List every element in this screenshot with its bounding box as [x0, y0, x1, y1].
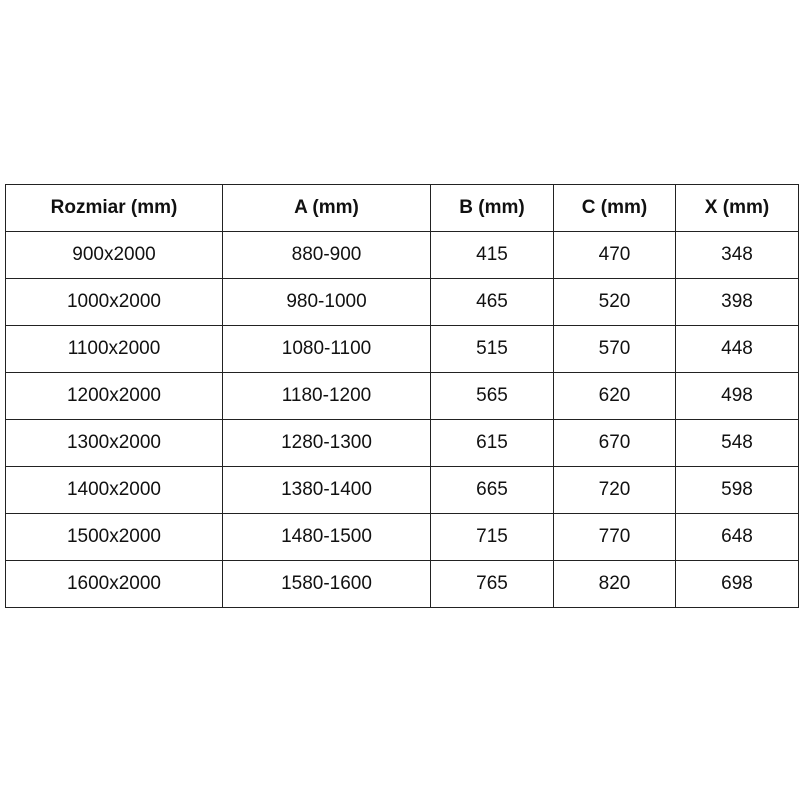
table-cell: 770: [553, 513, 676, 561]
table-cell: 1400x2000: [5, 466, 223, 514]
table-cell: 348: [675, 231, 799, 279]
table-cell: 515: [430, 325, 554, 373]
table-cell: 1300x2000: [5, 419, 223, 467]
table-cell: 1000x2000: [5, 278, 223, 326]
table-cell: 1080-1100: [222, 325, 431, 373]
dimensions-table: Rozmiar (mm) A (mm) B (mm) C (mm) X (mm)…: [5, 184, 799, 608]
table-cell: 720: [553, 466, 676, 514]
table-cell: 1600x2000: [5, 560, 223, 608]
header-cell: C (mm): [553, 184, 676, 232]
table-cell: 620: [553, 372, 676, 420]
table-cell: 665: [430, 466, 554, 514]
table-cell: 1200x2000: [5, 372, 223, 420]
table-cell: 548: [675, 419, 799, 467]
table-cell: 598: [675, 466, 799, 514]
header-row: Rozmiar (mm) A (mm) B (mm) C (mm) X (mm): [5, 184, 799, 232]
table-row: 1600x2000 1580-1600 765 820 698: [5, 560, 799, 608]
table-cell: 1280-1300: [222, 419, 431, 467]
table-cell: 1500x2000: [5, 513, 223, 561]
table-cell: 465: [430, 278, 554, 326]
table-row: 1300x2000 1280-1300 615 670 548: [5, 419, 799, 467]
table-cell: 1180-1200: [222, 372, 431, 420]
table-cell: 615: [430, 419, 554, 467]
table-cell: 980-1000: [222, 278, 431, 326]
table-cell: 570: [553, 325, 676, 373]
table-cell: 1580-1600: [222, 560, 431, 608]
table-cell: 670: [553, 419, 676, 467]
table-cell: 520: [553, 278, 676, 326]
table-row: 1400x2000 1380-1400 665 720 598: [5, 466, 799, 514]
table-cell: 1100x2000: [5, 325, 223, 373]
table-cell: 900x2000: [5, 231, 223, 279]
header-cell: Rozmiar (mm): [5, 184, 223, 232]
table-cell: 1380-1400: [222, 466, 431, 514]
table-cell: 448: [675, 325, 799, 373]
table-cell: 398: [675, 278, 799, 326]
table-cell: 415: [430, 231, 554, 279]
table-row: 1000x2000 980-1000 465 520 398: [5, 278, 799, 326]
table-cell: 1480-1500: [222, 513, 431, 561]
table-cell: 880-900: [222, 231, 431, 279]
table-row: 900x2000 880-900 415 470 348: [5, 231, 799, 279]
table-cell: 498: [675, 372, 799, 420]
table-cell: 565: [430, 372, 554, 420]
header-cell: A (mm): [222, 184, 431, 232]
table-cell: 765: [430, 560, 554, 608]
table-row: 1100x2000 1080-1100 515 570 448: [5, 325, 799, 373]
table-cell: 698: [675, 560, 799, 608]
table-cell: 820: [553, 560, 676, 608]
header-cell: B (mm): [430, 184, 554, 232]
header-cell: X (mm): [675, 184, 799, 232]
table-cell: 648: [675, 513, 799, 561]
table-cell: 715: [430, 513, 554, 561]
table-row: 1200x2000 1180-1200 565 620 498: [5, 372, 799, 420]
table-cell: 470: [553, 231, 676, 279]
table-row: 1500x2000 1480-1500 715 770 648: [5, 513, 799, 561]
